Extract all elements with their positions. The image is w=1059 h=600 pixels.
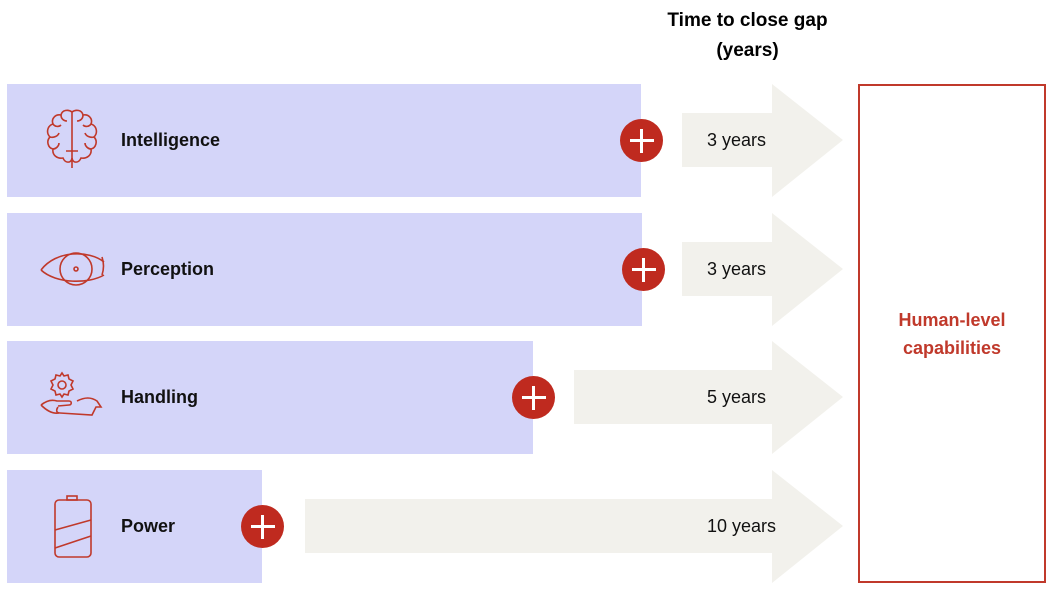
row-label: Handling — [121, 387, 198, 407]
target-line2: capabilities — [902, 337, 1002, 358]
capability-bar — [7, 341, 533, 454]
gap-arrow — [305, 470, 843, 583]
row-perception: Perception 3 years — [0, 213, 860, 326]
row-handling: Handling 5 years — [0, 341, 860, 454]
gap-years: 3 years — [707, 259, 767, 279]
row-label: Perception — [121, 259, 215, 279]
hand-gear-icon — [40, 371, 103, 416]
header-line1: Time to close gap — [667, 10, 828, 31]
eye-icon — [40, 252, 105, 286]
row-label: Power — [121, 516, 176, 536]
row-intelligence: Intelligence 3 years — [0, 84, 860, 197]
row-label: Intelligence — [121, 130, 221, 150]
plus-icon — [241, 505, 284, 548]
plus-icon — [512, 376, 555, 419]
brain-icon — [46, 109, 98, 168]
target-line1: Human-level — [898, 309, 1006, 330]
row-power: Power 10 years — [0, 470, 860, 583]
gap-years: 5 years — [707, 387, 767, 407]
capability-bar — [7, 84, 641, 197]
human-level-target: Human-level capabilities — [858, 84, 1046, 583]
gap-years: 10 years — [707, 516, 777, 536]
plus-icon — [620, 119, 663, 162]
gap-arrow — [574, 341, 843, 454]
gap-years: 3 years — [707, 130, 767, 150]
capability-bar — [7, 470, 262, 583]
gap-arrow — [682, 213, 843, 326]
gap-arrow — [682, 84, 843, 197]
plus-icon — [622, 248, 665, 291]
column-header: Time to close gap (years) — [640, 6, 855, 66]
capability-bar — [7, 213, 642, 326]
header-line2: (years) — [716, 40, 779, 61]
battery-icon — [54, 495, 92, 558]
